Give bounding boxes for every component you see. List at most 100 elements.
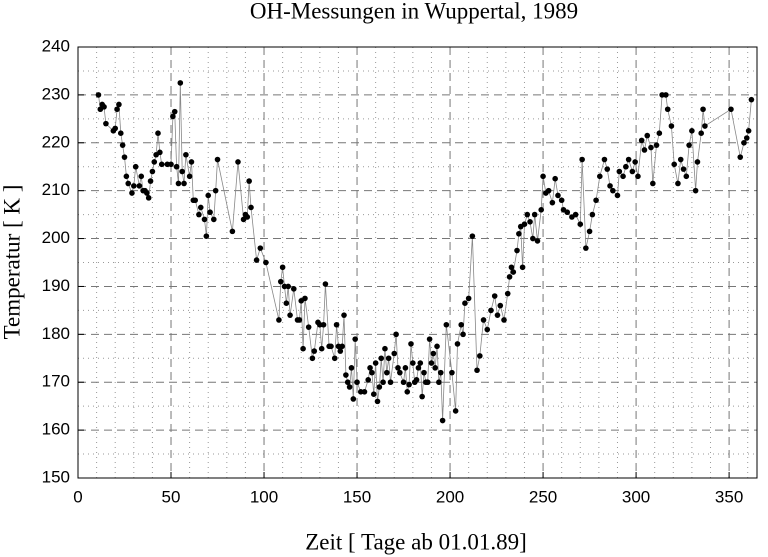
- data-point: [743, 135, 750, 141]
- data-point: [519, 264, 526, 271]
- data-point: [620, 173, 626, 180]
- data-point: [400, 379, 407, 386]
- data-point: [341, 312, 347, 318]
- data-point: [424, 379, 431, 386]
- data-point: [385, 355, 392, 362]
- data-point: [311, 348, 318, 354]
- data-point: [188, 159, 195, 165]
- data-point: [671, 161, 678, 168]
- data-point: [157, 149, 163, 156]
- data-point: [257, 245, 264, 251]
- data-point: [149, 168, 156, 175]
- data-point: [168, 161, 174, 168]
- data-point: [367, 365, 373, 371]
- data-point: [372, 360, 379, 366]
- data-point: [95, 92, 102, 98]
- data-point: [610, 187, 616, 194]
- data-point: [579, 156, 585, 163]
- data-point: [549, 199, 556, 206]
- data-point: [527, 218, 533, 225]
- data-point: [426, 336, 433, 342]
- data-point: [116, 101, 122, 108]
- data-line: [98, 82, 752, 421]
- data-point: [211, 216, 217, 223]
- data-point: [531, 211, 538, 218]
- data-point: [203, 233, 210, 239]
- data-point: [145, 195, 152, 201]
- data-point: [365, 377, 372, 383]
- data-point: [287, 312, 293, 318]
- data-point: [474, 367, 480, 374]
- data-point: [406, 381, 412, 388]
- data-point: [138, 173, 145, 180]
- data-point: [285, 283, 292, 290]
- data-point: [462, 300, 468, 307]
- data-point: [114, 106, 120, 113]
- data-point: [177, 80, 184, 86]
- data-point: [540, 173, 546, 180]
- data-point: [131, 183, 137, 189]
- data-point: [497, 302, 504, 309]
- data-point: [632, 159, 638, 165]
- data-point: [320, 321, 327, 328]
- data-point: [346, 384, 353, 390]
- data-point: [121, 154, 128, 160]
- data-point: [421, 369, 427, 376]
- y-tick-label: 200: [42, 228, 70, 247]
- data-point: [477, 353, 483, 359]
- data-point: [374, 398, 381, 405]
- data-point: [382, 345, 388, 352]
- data-point: [432, 365, 438, 371]
- data-point: [469, 233, 476, 239]
- y-tick-label: 160: [42, 420, 70, 439]
- x-tick-label: 300: [622, 487, 650, 506]
- data-point: [333, 321, 340, 328]
- data-point: [417, 360, 424, 366]
- data-point: [644, 132, 651, 139]
- x-axis-label: Zeit [ Tage ab 01.01.89]: [305, 529, 527, 554]
- y-tick-label: 180: [42, 324, 70, 343]
- data-point: [343, 372, 349, 378]
- data-point: [686, 142, 692, 148]
- y-tick-label: 210: [42, 180, 70, 199]
- data-point: [352, 336, 358, 342]
- data-point: [410, 360, 416, 366]
- data-point: [419, 393, 425, 400]
- data-point: [656, 130, 663, 136]
- data-point: [408, 341, 414, 347]
- data-point: [484, 326, 491, 333]
- data-point: [263, 259, 269, 266]
- data-point: [664, 106, 671, 113]
- data-point: [171, 108, 178, 115]
- chart-title: OH-Messungen in Wuppertal, 1989: [250, 0, 578, 23]
- data-point: [564, 209, 571, 216]
- y-tick-label: 240: [42, 36, 70, 55]
- data-point: [344, 379, 351, 386]
- y-tick-label: 230: [42, 84, 70, 103]
- data-point: [132, 163, 139, 170]
- data-point: [235, 159, 241, 165]
- data-point: [601, 156, 608, 163]
- data-point: [186, 173, 193, 180]
- data-point: [244, 214, 251, 220]
- data-point: [508, 264, 515, 271]
- data-point: [248, 204, 254, 211]
- data-point: [648, 144, 654, 151]
- x-tick-label: 100: [250, 487, 278, 506]
- data-point: [480, 317, 487, 323]
- data-point: [597, 173, 603, 180]
- data-point: [454, 341, 461, 347]
- data-point: [196, 211, 202, 218]
- data-point: [430, 350, 437, 357]
- data-point: [119, 142, 126, 148]
- y-axis-label: Temperatur [ K ]: [0, 185, 24, 340]
- data-point: [501, 317, 507, 323]
- data-point: [748, 96, 755, 103]
- data-point: [155, 130, 161, 136]
- data-point: [504, 290, 511, 297]
- data-point: [572, 211, 579, 218]
- data-point: [530, 235, 536, 242]
- data-point: [183, 151, 189, 158]
